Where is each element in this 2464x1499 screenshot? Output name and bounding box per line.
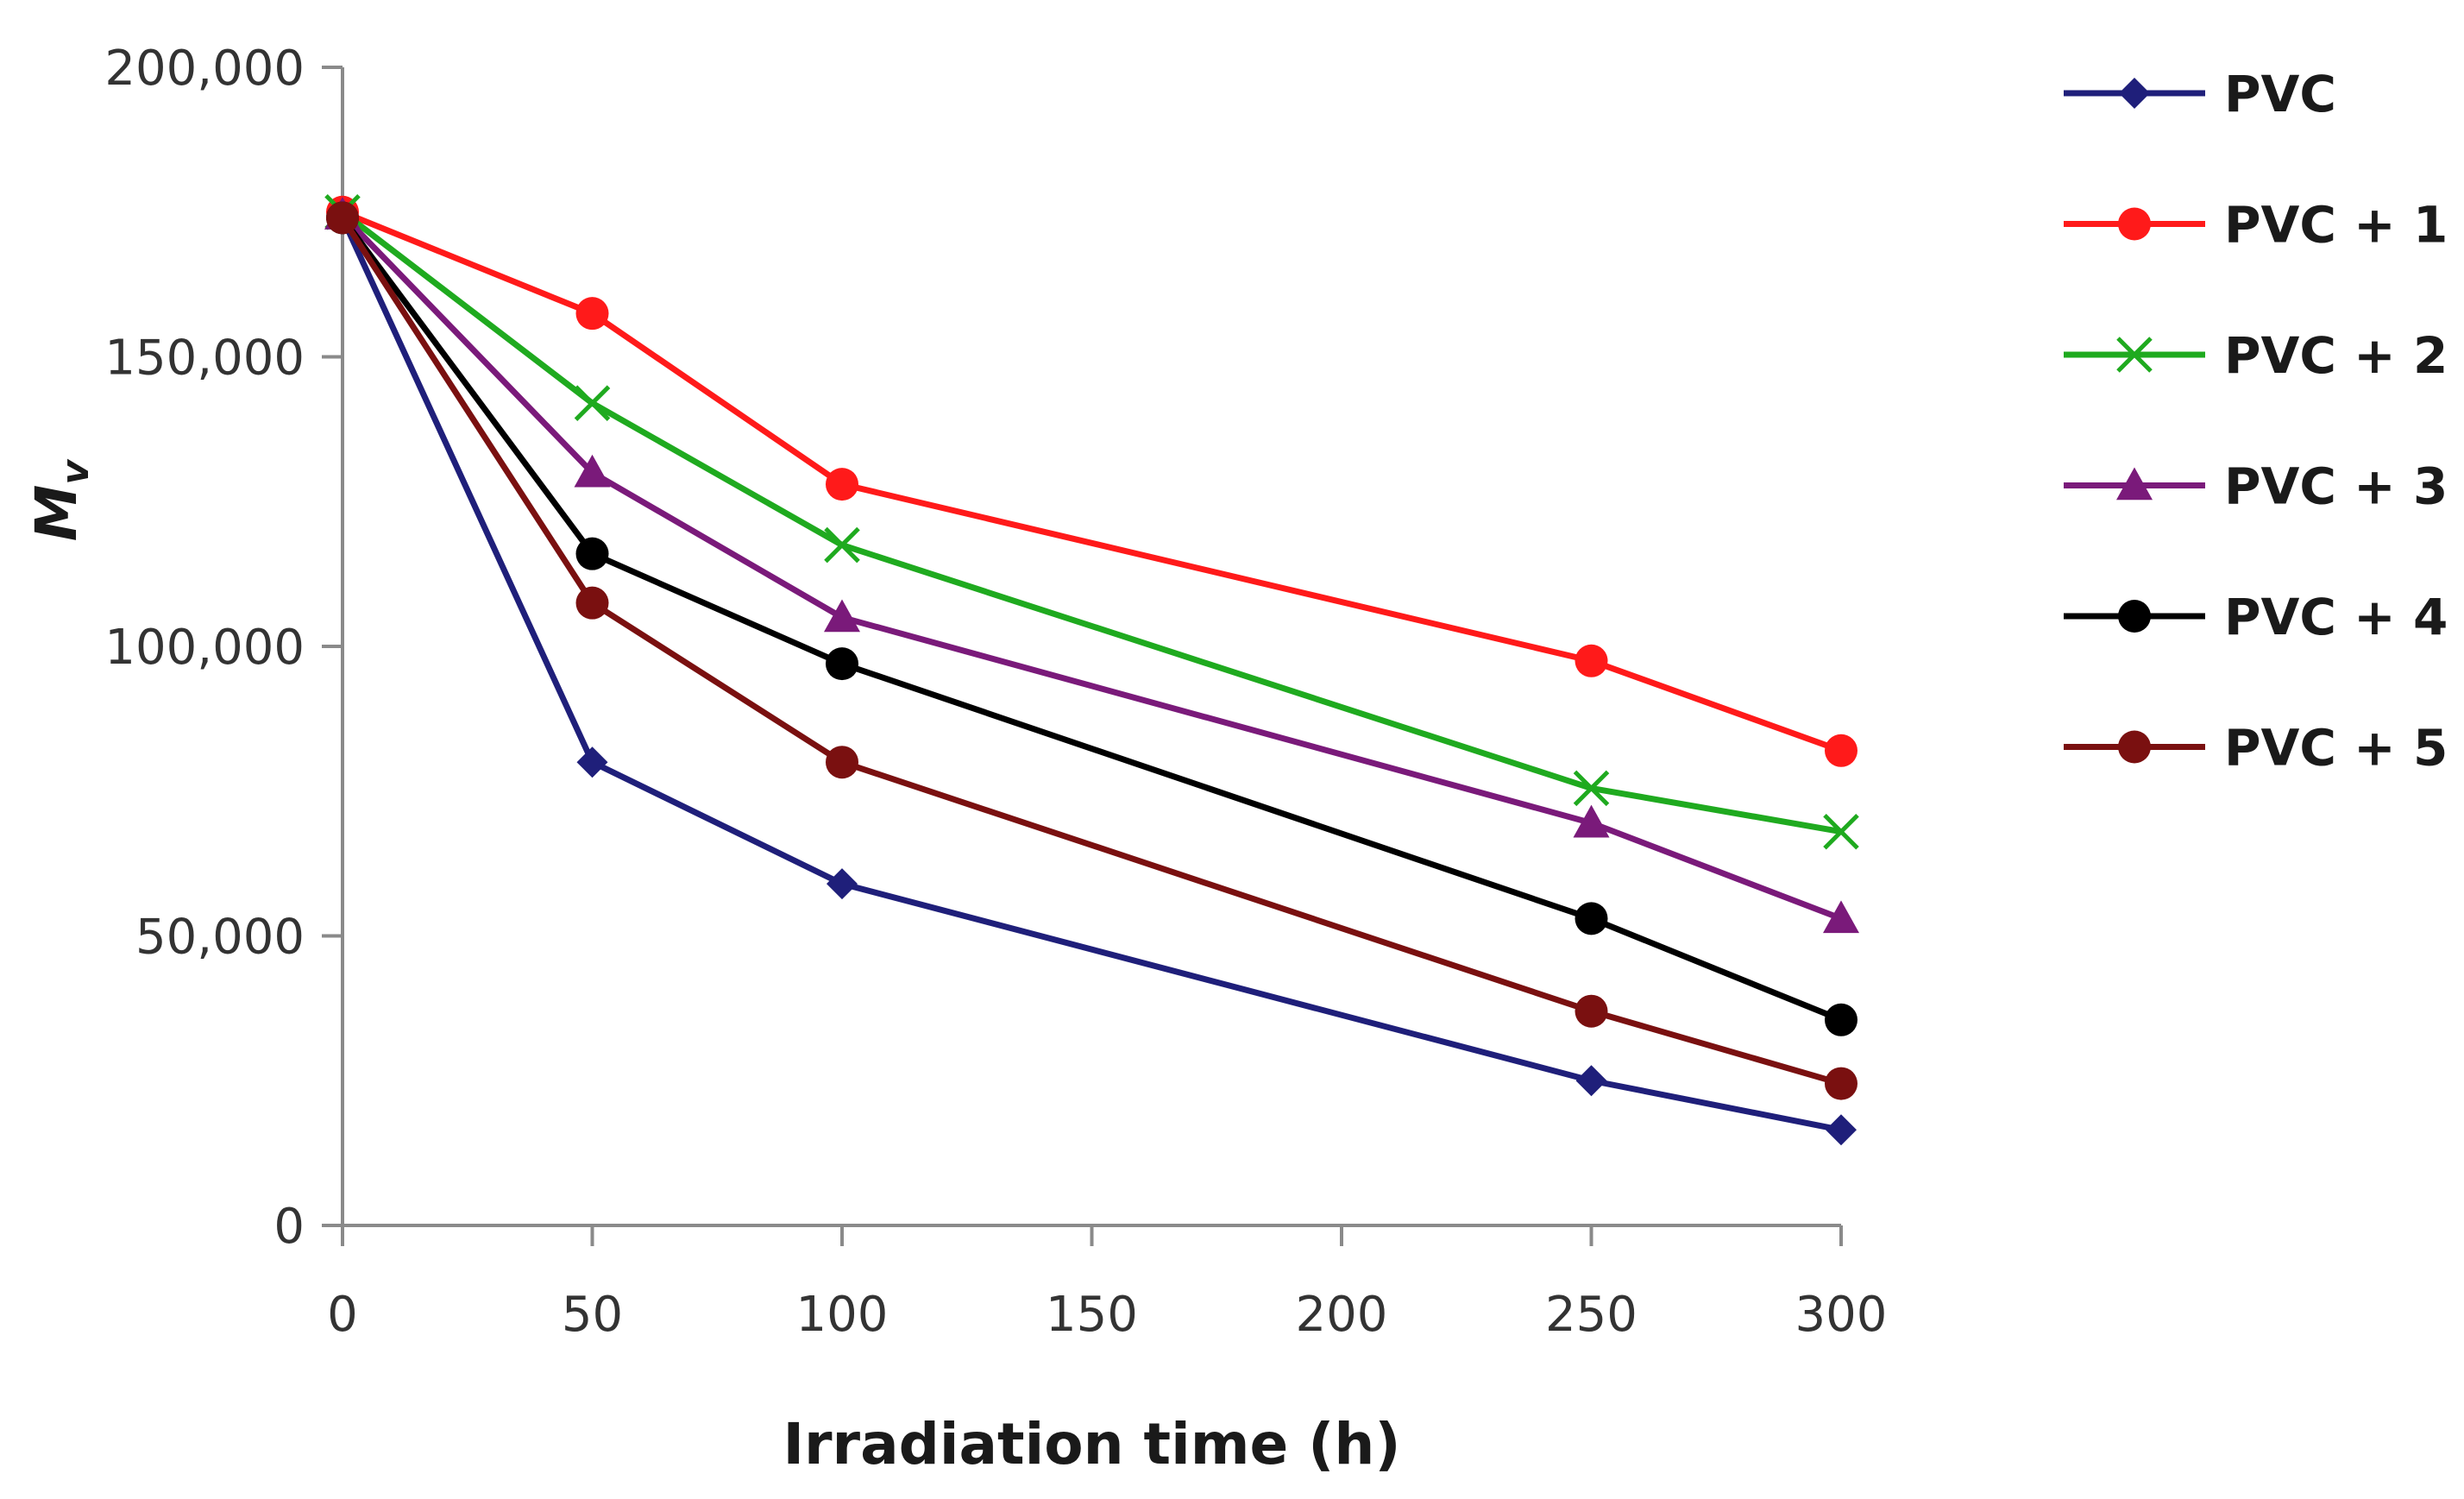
- legend: PVC PVC + 1 PVC + 2 PVC + 3 PVC + 4 PVC + 5: [2064, 65, 2448, 778]
- legend-item: PVC + 5: [2064, 719, 2448, 778]
- data-point: [326, 201, 359, 235]
- data-point: [1825, 734, 1857, 767]
- y-axis-ticks: 0 50,000 100,000 150,000 200,000: [104, 41, 343, 1255]
- legend-marker: [2118, 207, 2151, 241]
- legend-marker: [2118, 600, 2151, 633]
- legend-item: PVC + 2: [2064, 326, 2448, 385]
- x-tick-label: 150: [1046, 1287, 1138, 1343]
- data-point: [1826, 1114, 1857, 1146]
- legend-item: PVC + 3: [2064, 457, 2448, 516]
- legend-marker: [2116, 337, 2153, 373]
- x-tick-label: 300: [1795, 1287, 1888, 1343]
- y-tick-label: 50,000: [135, 910, 305, 966]
- data-point: [824, 599, 860, 633]
- data-point: [576, 746, 608, 778]
- data-point: [1575, 902, 1608, 935]
- legend-label: PVC + 2: [2224, 326, 2448, 385]
- y-axis-title: Mv: [23, 459, 97, 542]
- data-point: [1575, 994, 1608, 1028]
- x-tick-label: 200: [1296, 1287, 1388, 1343]
- x-tick-label: 100: [796, 1287, 889, 1343]
- series-line: [339, 217, 1842, 1133]
- legend-label: PVC + 3: [2224, 457, 2448, 516]
- legend-item: PVC + 1: [2064, 196, 2448, 255]
- x-tick-label: 250: [1545, 1287, 1637, 1343]
- data-point: [574, 454, 611, 488]
- x-axis-ticks: 0 50 100 150 200 250 300: [327, 1225, 1887, 1343]
- data-point: [1573, 770, 1610, 807]
- series-line: [341, 209, 1843, 754]
- data-point: [575, 297, 609, 331]
- x-axis-title: Irradiation time (h): [783, 1411, 1400, 1477]
- legend-label: PVC + 4: [2224, 588, 2448, 646]
- legend-label: PVC + 5: [2224, 719, 2448, 778]
- y-axis-title-main: M: [23, 485, 90, 542]
- series-line: [340, 216, 1843, 1023]
- legend-label: PVC + 1: [2224, 196, 2448, 255]
- data-point: [827, 868, 858, 900]
- legend-label: PVC: [2224, 65, 2336, 123]
- x-tick-label: 50: [562, 1287, 623, 1343]
- y-tick-label: 0: [273, 1199, 305, 1255]
- series-line: [340, 216, 1842, 1086]
- data-point: [1825, 1003, 1857, 1036]
- data-point: [824, 526, 860, 564]
- data-point: [1823, 813, 1859, 850]
- data-point: [575, 537, 609, 570]
- series-5: [326, 201, 1857, 1100]
- data-point: [1575, 1065, 1607, 1097]
- x-tick-label: 0: [327, 1287, 358, 1343]
- legend-marker: [2116, 467, 2153, 501]
- legend-item: PVC + 4: [2064, 588, 2448, 646]
- series-3: [324, 197, 1859, 934]
- data-point: [826, 746, 858, 779]
- y-tick-label: 200,000: [104, 41, 305, 97]
- series-group: [324, 193, 1859, 1146]
- series-4: [326, 201, 1857, 1036]
- data-point: [574, 385, 611, 421]
- axes: 0 50,000 100,000 150,000 200,000 0 50 100 150 20…: [104, 41, 1887, 1343]
- y-axis-title-sub: v: [53, 459, 97, 485]
- data-point: [575, 586, 609, 620]
- legend-item: PVC: [2064, 65, 2336, 123]
- legend-marker: [2118, 730, 2151, 764]
- y-tick-label: 100,000: [104, 620, 305, 676]
- legend-marker: [2119, 78, 2150, 109]
- data-point: [826, 468, 858, 501]
- data-point: [1575, 644, 1608, 677]
- data-point: [1825, 1067, 1857, 1100]
- data-point: [1823, 900, 1859, 934]
- y-tick-label: 150,000: [104, 331, 305, 387]
- data-point: [1573, 804, 1610, 838]
- data-point: [826, 647, 858, 681]
